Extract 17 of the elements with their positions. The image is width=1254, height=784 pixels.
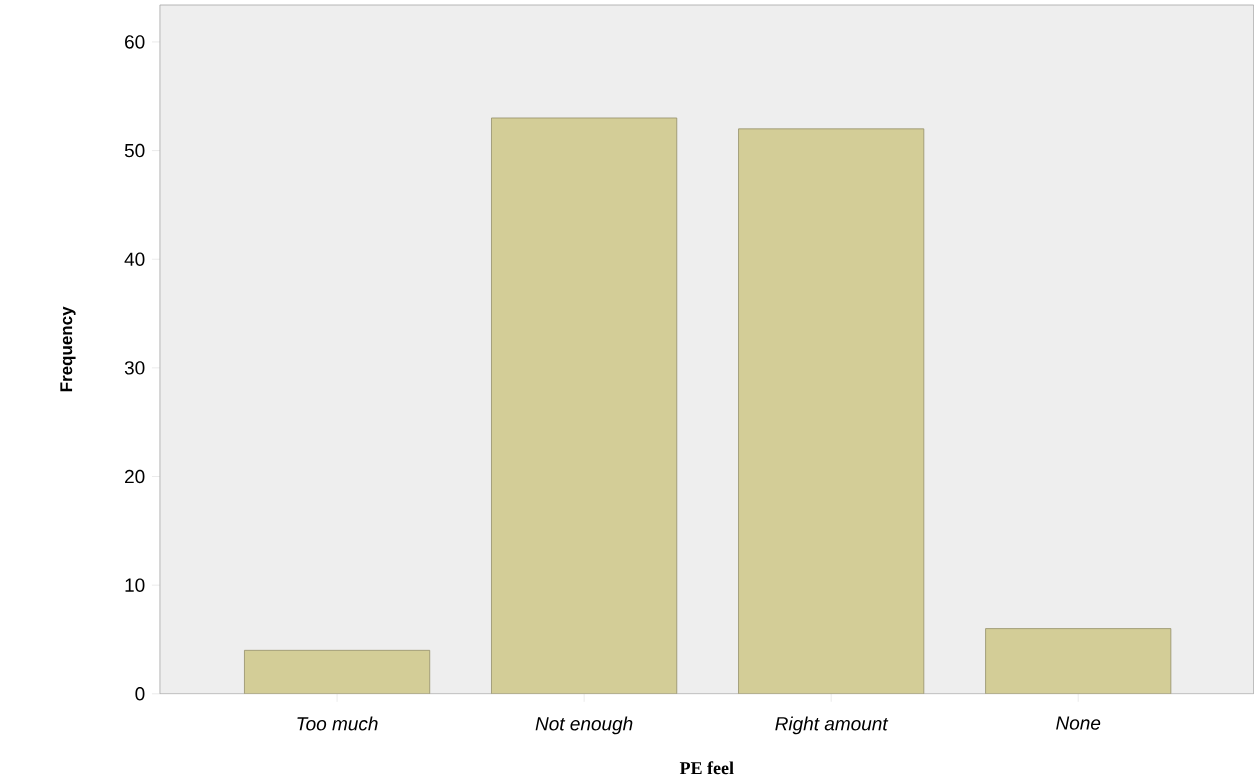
y-tick-label: 10 xyxy=(125,578,145,592)
y-tick-label: 40 xyxy=(124,252,145,267)
y-tick-label: 20 xyxy=(125,469,145,484)
bar xyxy=(244,650,431,694)
bar xyxy=(491,117,678,694)
x-axis-title: PE feel xyxy=(679,761,734,775)
x-tick-label: Right amount xyxy=(775,716,889,735)
x-tick-label: Too much xyxy=(297,716,378,731)
y-tick-label: 0 xyxy=(135,687,145,701)
bar xyxy=(738,128,925,694)
y-axis-title: Frequency xyxy=(60,306,76,392)
x-tick-label: Not enough xyxy=(535,716,633,735)
y-tick-label: 30 xyxy=(124,361,145,375)
bar xyxy=(985,628,1172,694)
y-tick-label: 50 xyxy=(124,143,145,158)
y-tick-label: 60 xyxy=(125,35,145,49)
x-tick-label: None xyxy=(1056,716,1101,730)
